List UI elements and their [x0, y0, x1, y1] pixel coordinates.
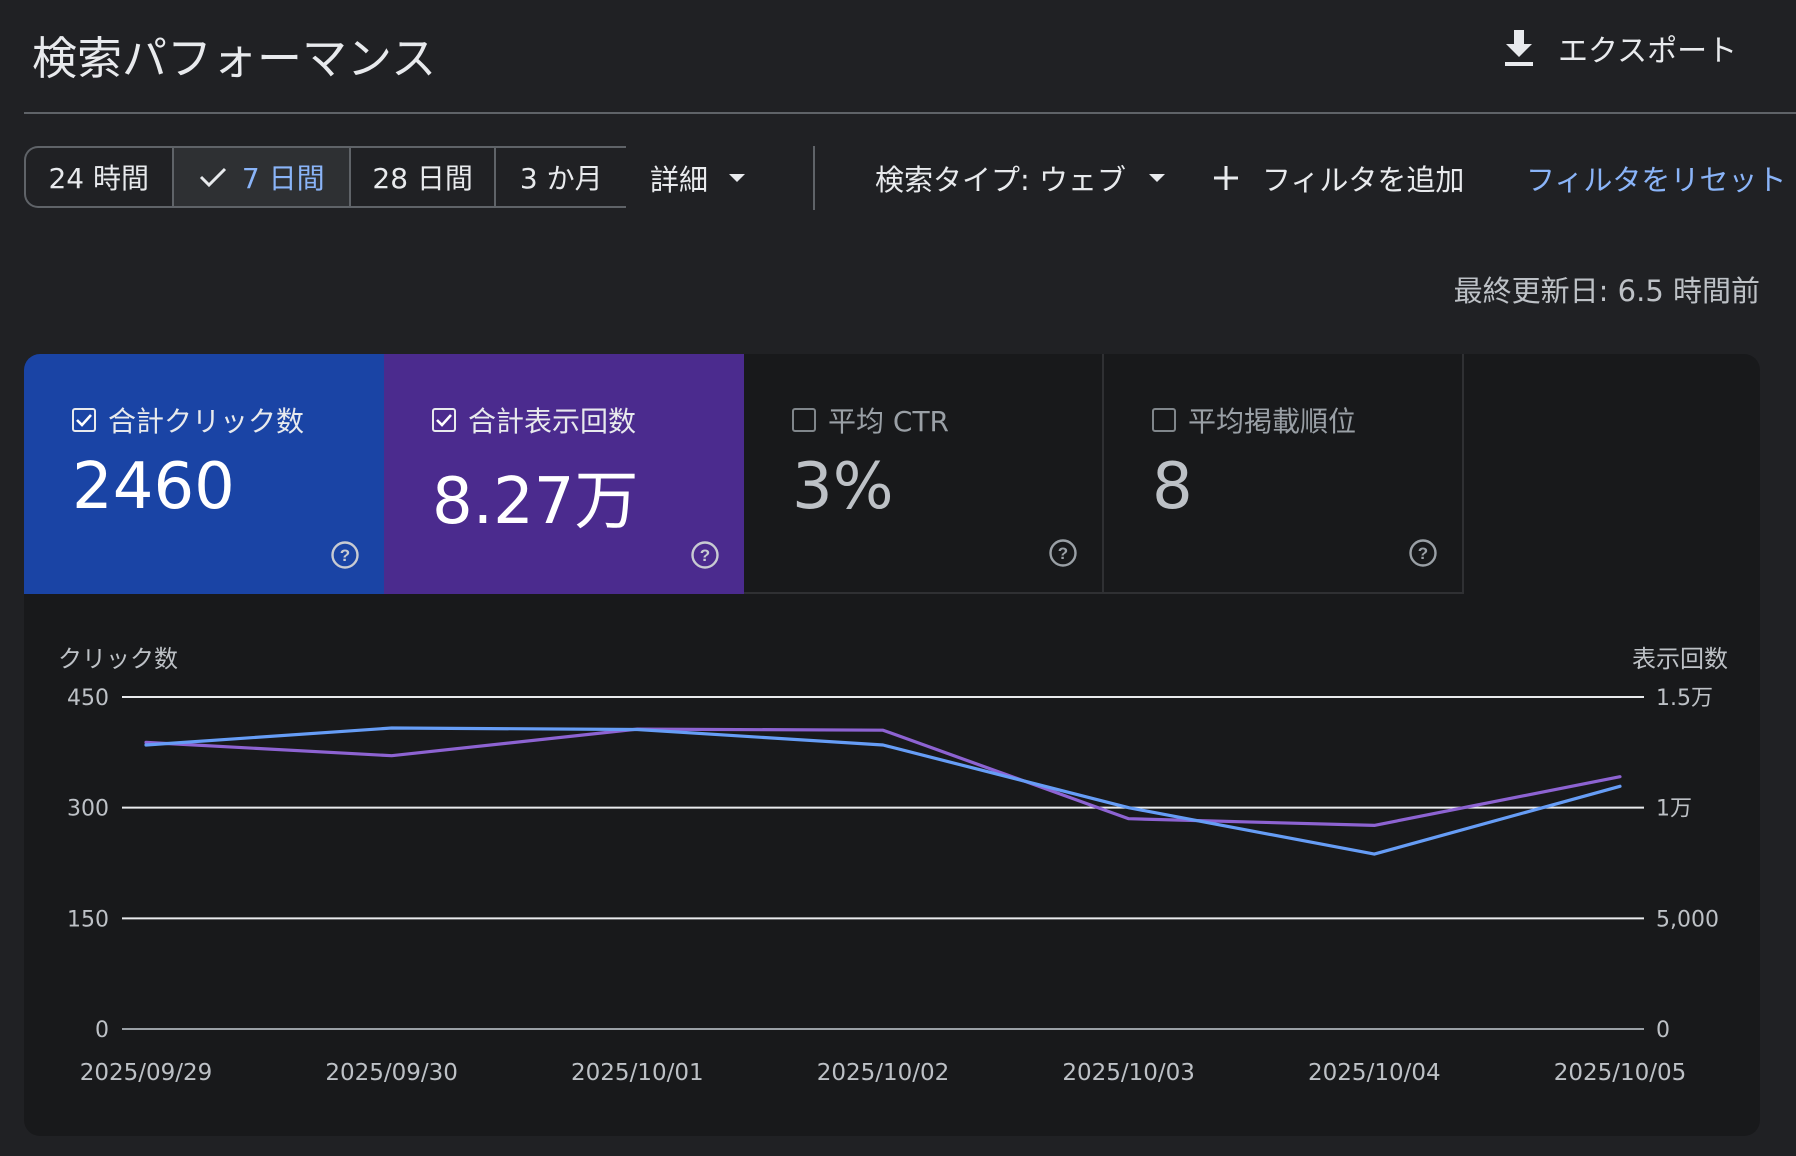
right-axis-title: 表示回数 [1632, 645, 1728, 673]
date-range-label: 24 時間 [48, 162, 150, 195]
details-dropdown[interactable]: 詳細 [650, 158, 746, 198]
right-tick-label: 5,000 [1656, 907, 1719, 932]
check-icon [76, 414, 92, 427]
page-title: 検索パフォーマンス [32, 32, 437, 85]
check-icon [199, 167, 226, 188]
metric-value: 8 [1152, 450, 1193, 524]
svg-text:?: ? [1418, 544, 1428, 563]
right-tick-label: 1万 [1656, 797, 1692, 822]
help-icon[interactable]: ? [1048, 538, 1078, 568]
date-range-3m[interactable]: 3 か月 [496, 148, 626, 206]
metric-value: 2460 [72, 450, 235, 524]
svg-text:?: ? [700, 546, 710, 565]
check-icon [436, 414, 452, 427]
metric-value: 8.27万 [432, 465, 639, 539]
date-range-label: 28 日間 [372, 162, 473, 195]
metric-label: 合計クリック数 [108, 405, 305, 438]
date-range-label: 7 日間 [241, 162, 325, 195]
metric-label: 平均掲載順位 [1188, 405, 1357, 438]
svg-text:?: ? [1058, 544, 1068, 563]
export-label: エクスポート [1558, 34, 1738, 69]
impressions-series-line[interactable] [144, 727, 1622, 827]
date-range-28d[interactable]: 28 日間 [351, 148, 497, 206]
left-tick-label: 300 [67, 797, 109, 822]
help-icon[interactable]: ? [1408, 538, 1438, 568]
plus-icon [1214, 166, 1238, 190]
header-divider [24, 112, 1796, 114]
metric-card-clicks[interactable]: 合計クリック数 2460 ? [24, 354, 384, 594]
x-tick-label: 2025/10/05 [1554, 1060, 1687, 1086]
x-tick-label: 2025/09/30 [325, 1060, 458, 1086]
metric-label: 合計表示回数 [468, 405, 637, 438]
date-range-24h[interactable]: 24 時間 [26, 148, 174, 206]
date-range-7d[interactable]: 7 日間 [173, 148, 351, 206]
metric-value: 3% [792, 450, 894, 524]
date-range-label: 3 か月 [519, 162, 603, 195]
add-filter-label: フィルタを追加 [1262, 163, 1465, 197]
left-tick-label: 0 [95, 1018, 109, 1043]
date-range-selector: 24 時間 7 日間 28 日間 3 か月 [24, 146, 626, 208]
right-tick-label: 0 [1656, 1018, 1670, 1043]
x-tick-label: 2025/10/03 [1062, 1060, 1195, 1086]
caret-down-icon [1149, 174, 1165, 182]
x-tick-label: 2025/10/02 [817, 1060, 950, 1086]
checkbox-unchecked[interactable] [1152, 408, 1176, 432]
x-tick-label: 2025/09/29 [80, 1060, 213, 1086]
help-icon[interactable]: ? [690, 540, 720, 570]
last-updated-text: 最終更新日: 6.5 時間前 [1453, 274, 1760, 308]
x-tick-label: 2025/10/04 [1308, 1060, 1441, 1086]
search-type-label: 検索タイプ: ウェブ [875, 163, 1126, 197]
left-axis-title: クリック数 [58, 645, 178, 673]
svg-text:?: ? [340, 546, 350, 565]
help-icon[interactable]: ? [330, 540, 360, 570]
x-tick-label: 2025/10/01 [571, 1060, 704, 1086]
metric-label: 平均 CTR [828, 405, 950, 438]
caret-down-icon [729, 174, 746, 182]
left-tick-label: 450 [67, 686, 109, 711]
left-tick-label: 150 [67, 907, 109, 932]
checkbox-checked[interactable] [432, 408, 456, 432]
download-icon [1505, 30, 1533, 66]
right-tick-label: 1.5万 [1656, 686, 1713, 711]
checkbox-checked[interactable] [72, 408, 96, 432]
toolbar-divider [813, 146, 815, 210]
details-label: 詳細 [650, 163, 709, 197]
search-type-dropdown[interactable]: 検索タイプ: ウェブ [875, 158, 1166, 198]
metric-card-position[interactable]: 平均掲載順位 8 ? [1104, 354, 1464, 594]
performance-chart: クリック数 表示回数 0 150 300 450 0 5,000 1万 1.5万 2025/… [58, 645, 1728, 1086]
metric-card-impressions[interactable]: 合計表示回数 8.27万 ? [384, 354, 744, 594]
export-button[interactable]: エクスポート [1502, 28, 1738, 69]
metric-card-ctr[interactable]: 平均 CTR 3% ? [744, 354, 1104, 594]
performance-panel: 合計クリック数 2460 ? 合計表示回数 8.27万 ? 平均 CTR 3% [24, 354, 1760, 1136]
reset-filter-link[interactable]: フィルタをリセット [1526, 163, 1787, 197]
checkbox-unchecked[interactable] [792, 408, 816, 432]
add-filter-button[interactable]: フィルタを追加 [1212, 158, 1464, 198]
clicks-series-line[interactable] [144, 726, 1622, 856]
